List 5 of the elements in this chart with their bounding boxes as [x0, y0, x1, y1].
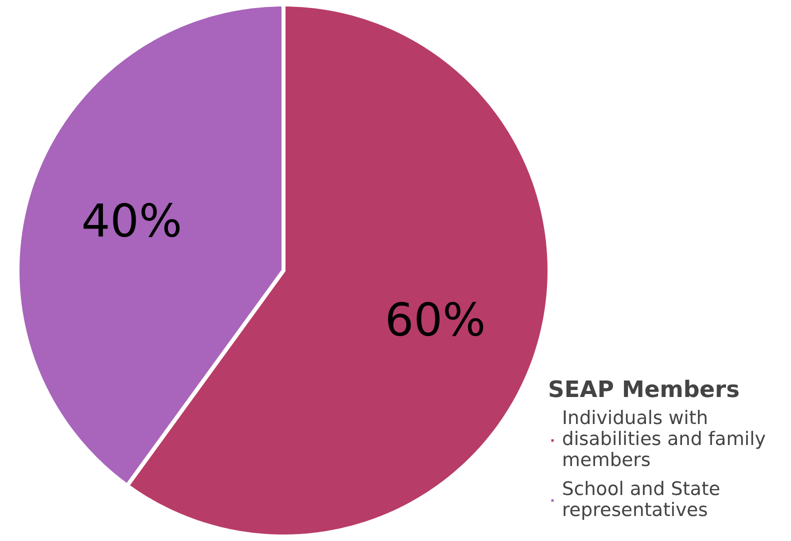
legend-label: School and State representatives [562, 479, 720, 521]
legend-label: Individuals with disabilities and family members [562, 408, 766, 471]
data-label: 60% [384, 293, 486, 346]
data-label: 40% [81, 194, 182, 248]
legend-title: SEAP Members [548, 377, 741, 403]
